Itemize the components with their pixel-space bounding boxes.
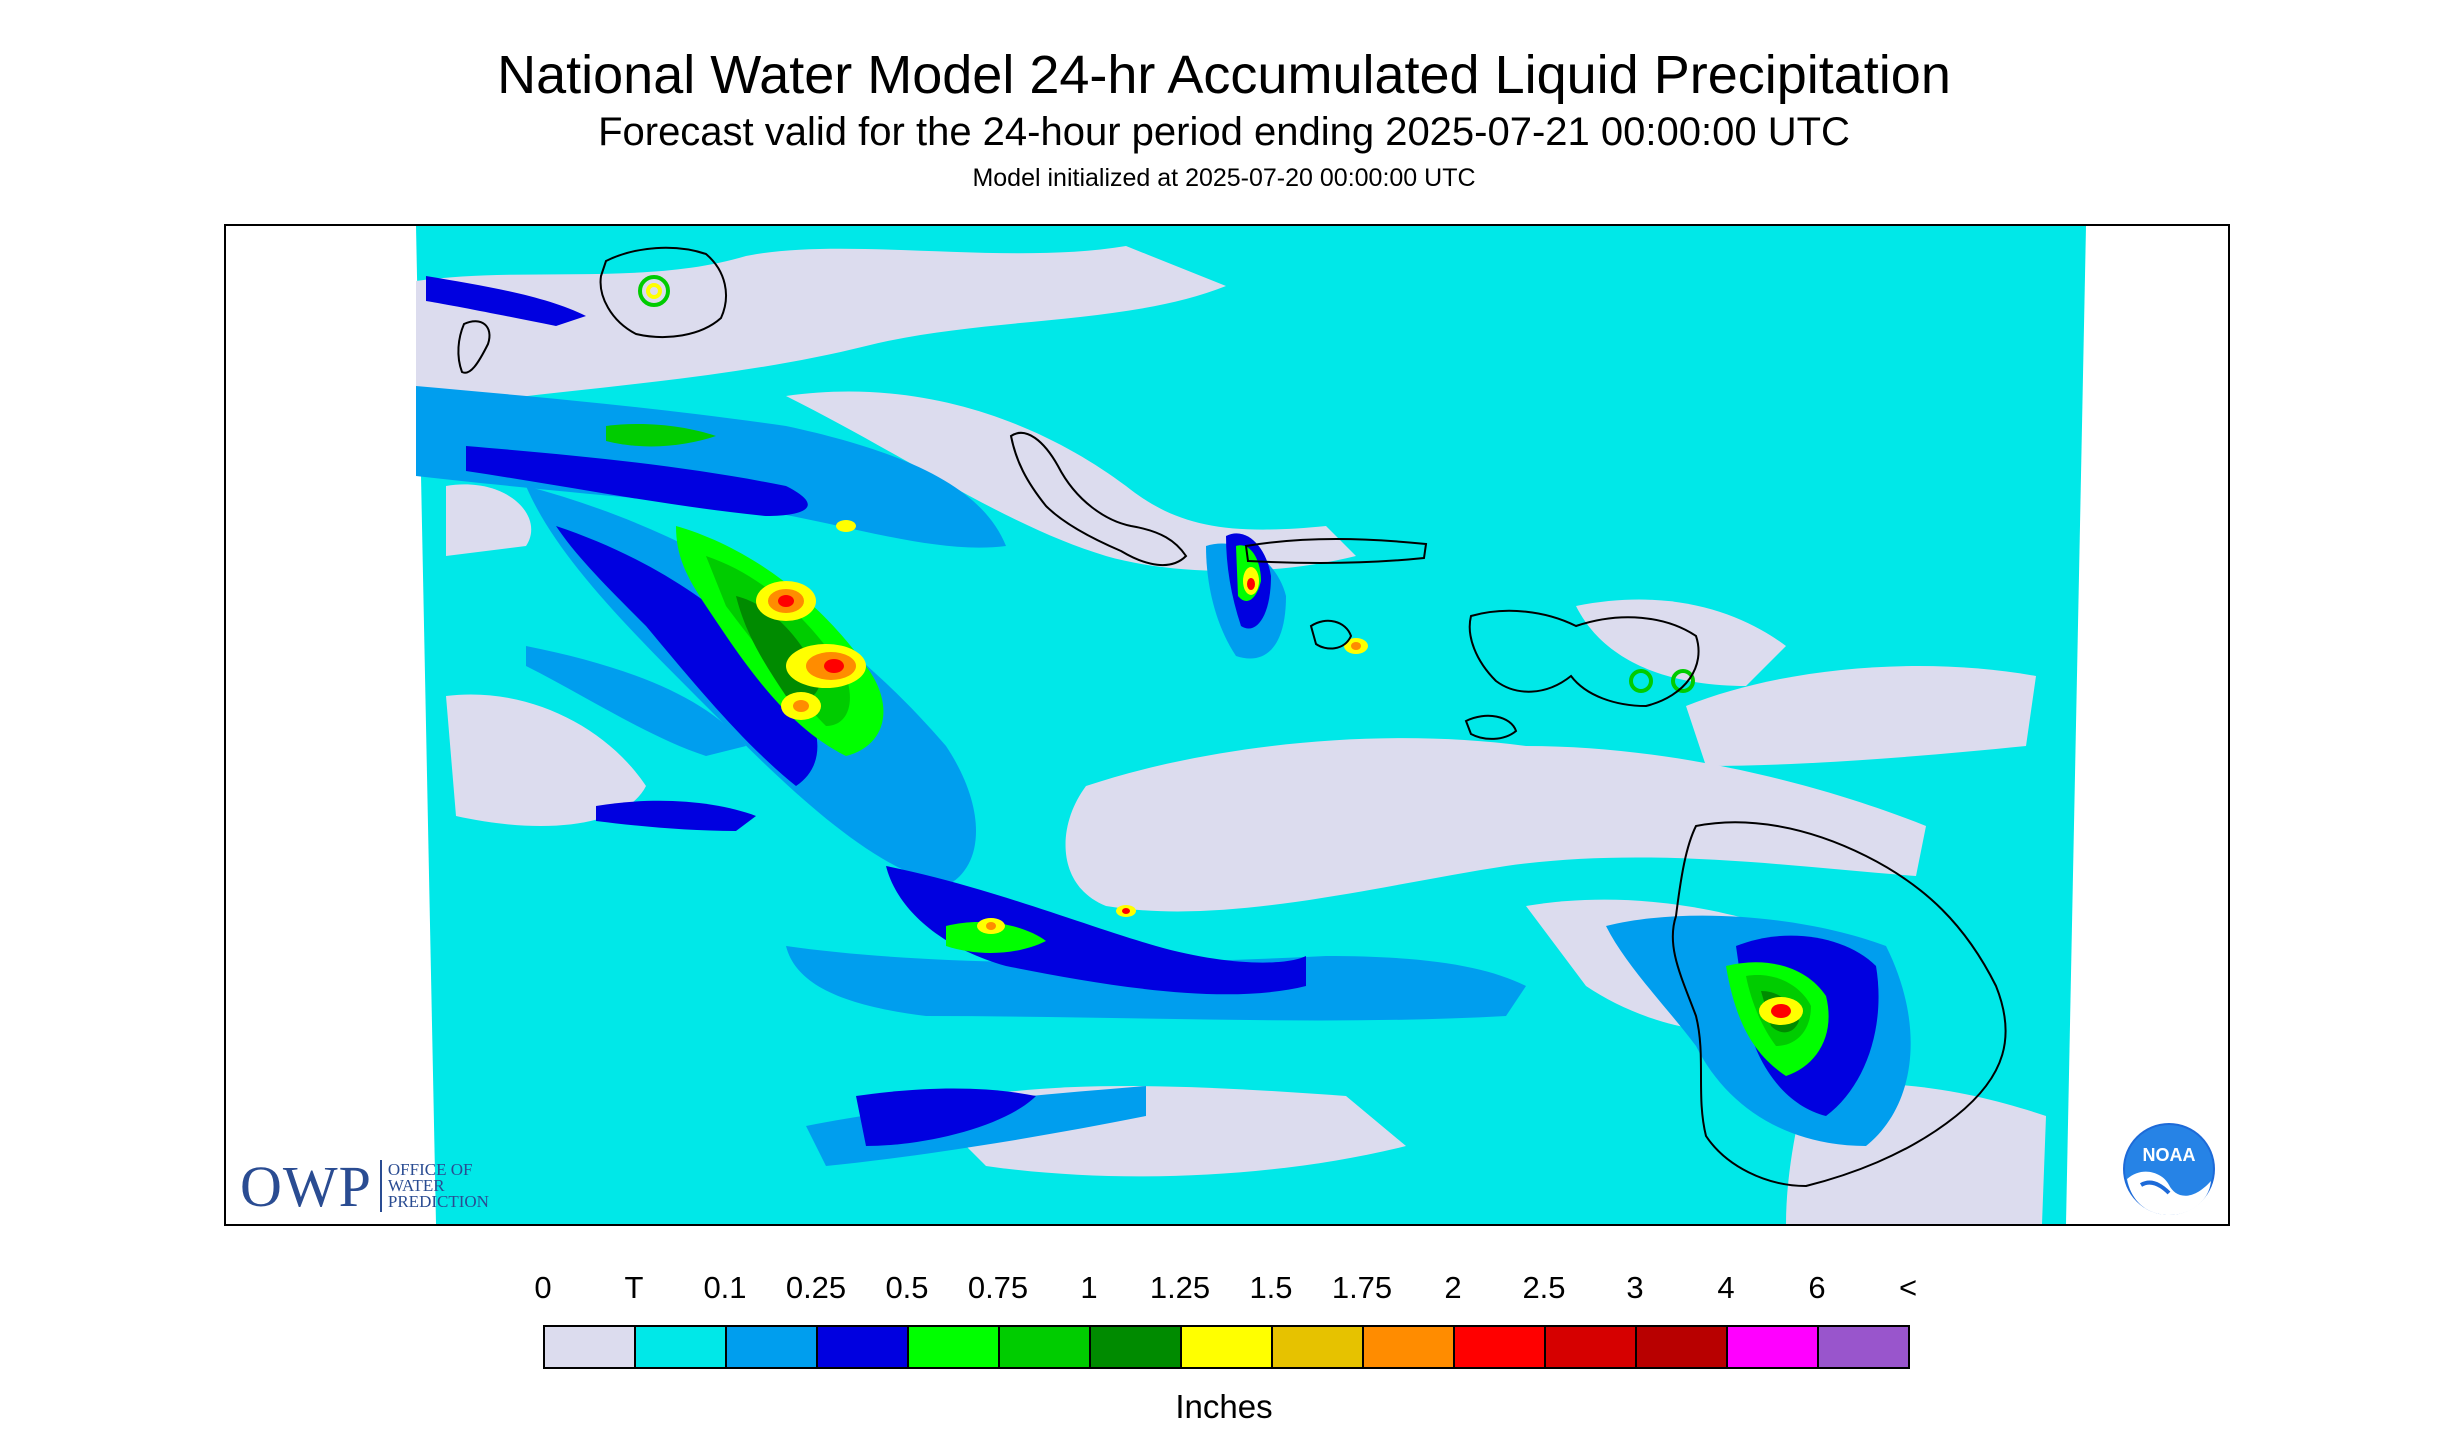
maui-outline	[1468, 609, 1700, 708]
legend-tick-label: 1	[1080, 1270, 1098, 1305]
legend-tick-label: 3	[1626, 1270, 1644, 1305]
legend-swatch	[1091, 1327, 1182, 1367]
legend-tick-labels: 0 T 0.1 0.25 0.5 0.75 1 1.25 1.5 1.75 2 2.5 3 4 6 <	[0, 1270, 2448, 1310]
map-subtitle: Forecast valid for the 24-hour period en…	[598, 110, 1850, 154]
intense-precip	[756, 520, 1803, 1025]
legend-tick-label: 6	[1808, 1270, 1826, 1305]
oahu-outline	[1009, 431, 1188, 567]
legend-tick-label: 0.25	[785, 1270, 847, 1305]
island-outlines	[457, 246, 2007, 1188]
legend-swatch	[1546, 1327, 1637, 1367]
legend-swatch	[727, 1327, 818, 1367]
legend-tick-label: 1.75	[1331, 1270, 1393, 1305]
legend-swatch	[545, 1327, 636, 1367]
molokai-outline	[1244, 538, 1428, 564]
legend-tick-label: 1.5	[1249, 1270, 1293, 1305]
legend-tick-label: 0.1	[703, 1270, 747, 1305]
legend-units: Inches	[1175, 1388, 1273, 1425]
island-rings	[638, 275, 1695, 693]
legend-swatch	[1819, 1327, 1908, 1367]
legend-swatch	[1637, 1327, 1728, 1367]
legend-tick-label: 1.25	[1149, 1270, 1211, 1305]
legend-tick-label: <	[1898, 1270, 1918, 1305]
owp-abbrev: OWP	[240, 1153, 372, 1219]
legend-swatch	[1000, 1327, 1091, 1367]
legend-swatch	[909, 1327, 1000, 1367]
legend-swatch	[1455, 1327, 1546, 1367]
noaa-logo: NOAA	[2123, 1123, 2215, 1215]
color-legend-bar	[543, 1325, 1910, 1369]
model-init-text: Model initialized at 2025-07-20 00:00:00…	[972, 164, 1476, 192]
big-island-outline	[1671, 821, 2007, 1188]
legend-tick-label: T	[624, 1270, 644, 1305]
lanai-outline	[1309, 619, 1353, 650]
legend-tick-label: 0	[534, 1270, 552, 1305]
owp-fullname: OFFICE OF WATER PREDICTION	[387, 1160, 489, 1211]
kahoolawe-outline	[1464, 714, 1518, 740]
legend-swatch	[1728, 1327, 1819, 1367]
kauai-outline	[599, 246, 727, 339]
niihau-outline	[457, 320, 491, 374]
legend-tick-label: 0.75	[967, 1270, 1029, 1305]
legend-tick-label: 4	[1717, 1270, 1735, 1305]
legend-swatch	[1182, 1327, 1273, 1367]
legend-tick-label: 0.5	[885, 1270, 929, 1305]
owp-logo: OWP OFFICE OF WATER PREDICTION	[240, 1154, 489, 1219]
legend-swatch	[1273, 1327, 1364, 1367]
legend-tick-label: 2.5	[1522, 1270, 1566, 1305]
legend-swatch	[818, 1327, 909, 1367]
noaa-text: NOAA	[2143, 1145, 2196, 1165]
owp-divider	[379, 1160, 382, 1212]
legend-swatch	[1364, 1327, 1455, 1367]
precipitation-map: OWP OFFICE OF WATER PREDICTION NOAA	[224, 224, 2230, 1226]
map-title: National Water Model 24-hr Accumulated L…	[497, 45, 1951, 105]
precipitation-field	[226, 226, 2228, 1224]
legend-tick-label: 2	[1444, 1270, 1462, 1305]
legend-swatch	[636, 1327, 727, 1367]
